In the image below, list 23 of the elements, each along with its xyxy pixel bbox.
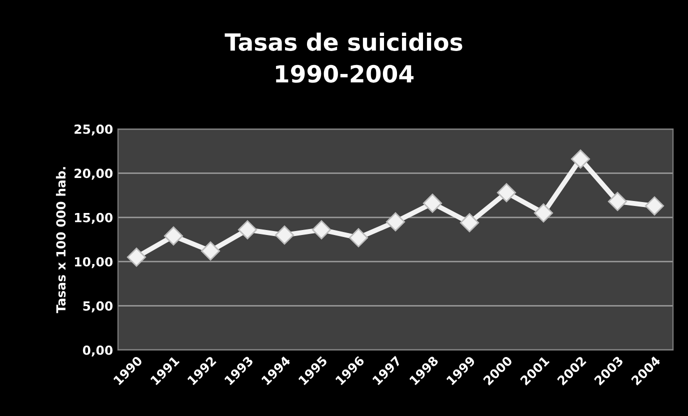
point [164,226,184,246]
point [274,226,294,245]
point [534,203,554,223]
point [238,220,258,240]
y-tick-label: 10,00 [75,257,113,268]
point [644,196,664,216]
point [422,194,442,213]
point [496,183,516,202]
point [570,150,590,169]
point [460,213,480,232]
y-tick-label: 20,00 [74,168,113,180]
point [386,212,406,232]
y-tick-label: 0,00 [82,345,113,357]
point [608,192,628,212]
y-axis-title: Tasas x 100 000 hab. [56,167,66,314]
point [312,220,332,240]
y-tick-label: 15,00 [75,212,113,224]
point [126,248,146,267]
y-tick-label: 25,00 [74,124,113,136]
y-tick-label: 5,00 [83,301,113,312]
chart-title: Tasas de suicidios 1990-2004 [224,32,462,83]
point [200,241,220,261]
point [348,228,368,248]
